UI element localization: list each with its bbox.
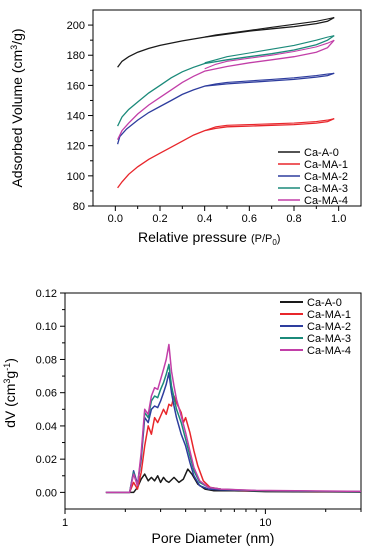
pore-distribution-x-axis-title: Pore Diameter (nm) bbox=[152, 530, 275, 546]
legend-label: Ca-MA-4 bbox=[304, 195, 348, 207]
isotherm-plot: 0.0 0.2 0.4 0.6 0.8 1.0 80 100 120 140 160 180 200 C… bbox=[9, 9, 362, 247]
pore-distribution-legend: Ca-A-0Ca-MA-1Ca-MA-2Ca-MA-3Ca-MA-4 bbox=[280, 297, 351, 357]
isotherm-desorption-line bbox=[204, 16, 335, 38]
y-tick-label: 0.08 bbox=[36, 354, 57, 366]
x-tick-label: 0.6 bbox=[242, 213, 257, 225]
legend-label: Ca-MA-3 bbox=[304, 183, 348, 195]
pore-distribution-curves bbox=[105, 343, 362, 494]
isotherm-desorption-line bbox=[204, 72, 335, 87]
y-tick-label: 180 bbox=[67, 50, 85, 62]
y-tick-label: 0.04 bbox=[36, 421, 57, 433]
isotherm-desorption-line bbox=[204, 118, 335, 132]
x-tick-label: 0.4 bbox=[197, 213, 212, 225]
pore-distribution-line bbox=[105, 468, 362, 494]
x-tick-label: 1 bbox=[62, 517, 68, 529]
x-tick-label: 1.0 bbox=[331, 213, 346, 225]
y-tick-label: 0.06 bbox=[36, 388, 57, 400]
isotherm-adsorption-line bbox=[117, 39, 335, 140]
y-tick-label: 140 bbox=[67, 111, 85, 123]
legend-label: Ca-A-0 bbox=[304, 147, 339, 159]
isotherm-desorption-line bbox=[204, 39, 335, 70]
legend-label: Ca-MA-1 bbox=[304, 159, 348, 171]
pore-distribution-line bbox=[105, 343, 362, 494]
isotherm-axis-ticks: 0.0 0.2 0.4 0.6 0.8 1.0 80 100 120 140 160 180 200 bbox=[67, 20, 347, 225]
legend-label: Ca-A-0 bbox=[307, 297, 342, 309]
isotherm-adsorption-line bbox=[117, 35, 335, 127]
pore-distribution-line bbox=[105, 363, 362, 494]
legend-label: Ca-MA-4 bbox=[307, 345, 351, 357]
x-tick-label: 0.2 bbox=[152, 213, 167, 225]
y-tick-label: 100 bbox=[67, 171, 85, 183]
x-tick-label: 10 bbox=[259, 517, 271, 529]
isotherm-y-axis-title: Adsorbed Volume (cm3/g) bbox=[9, 28, 25, 187]
y-tick-label: 120 bbox=[67, 141, 85, 153]
y-tick-label: 0.00 bbox=[36, 487, 57, 499]
pore-distribution-plot: 1 100.000.020.040.060.080.100.12 Ca-A-0Ca… bbox=[2, 288, 362, 546]
y-tick-label: 160 bbox=[67, 80, 85, 92]
legend-label: Ca-MA-3 bbox=[307, 333, 351, 345]
isotherm-legend: Ca-A-0Ca-MA-1Ca-MA-2Ca-MA-3Ca-MA-4 bbox=[278, 147, 348, 207]
pore-distribution-axis-ticks: 1 10 0.00 0.02 0.04 0.06 0.08 0.10 0.12 bbox=[36, 288, 362, 529]
legend-label: Ca-MA-2 bbox=[307, 321, 351, 333]
pore-distribution-y-axis-title: dV (cm3g-1) bbox=[2, 358, 18, 428]
legend-label: Ca-MA-1 bbox=[307, 309, 351, 321]
x-tick-label: 0.0 bbox=[108, 213, 123, 225]
isotherm-adsorption-line bbox=[117, 118, 335, 189]
isotherm-x-axis-title: Relative pressure (P/P0) bbox=[138, 229, 280, 247]
isotherm-x-axis-label: Relative pressure bbox=[138, 229, 247, 245]
legend-label: Ca-MA-2 bbox=[304, 171, 348, 183]
y-tick-label: 0.10 bbox=[36, 321, 57, 333]
pore-distribution-line bbox=[105, 395, 362, 494]
y-tick-label: 0.02 bbox=[36, 454, 57, 466]
isotherm-curves bbox=[116, 16, 335, 189]
y-tick-label: 200 bbox=[67, 20, 85, 32]
isotherm-adsorption-line bbox=[116, 72, 335, 145]
isotherm-desorption-line bbox=[204, 35, 335, 64]
y-tick-label: 80 bbox=[73, 201, 85, 213]
x-tick-label: 0.8 bbox=[286, 213, 301, 225]
pore-distribution-plot-frame bbox=[64, 292, 362, 510]
y-tick-label: 0.12 bbox=[36, 288, 57, 300]
